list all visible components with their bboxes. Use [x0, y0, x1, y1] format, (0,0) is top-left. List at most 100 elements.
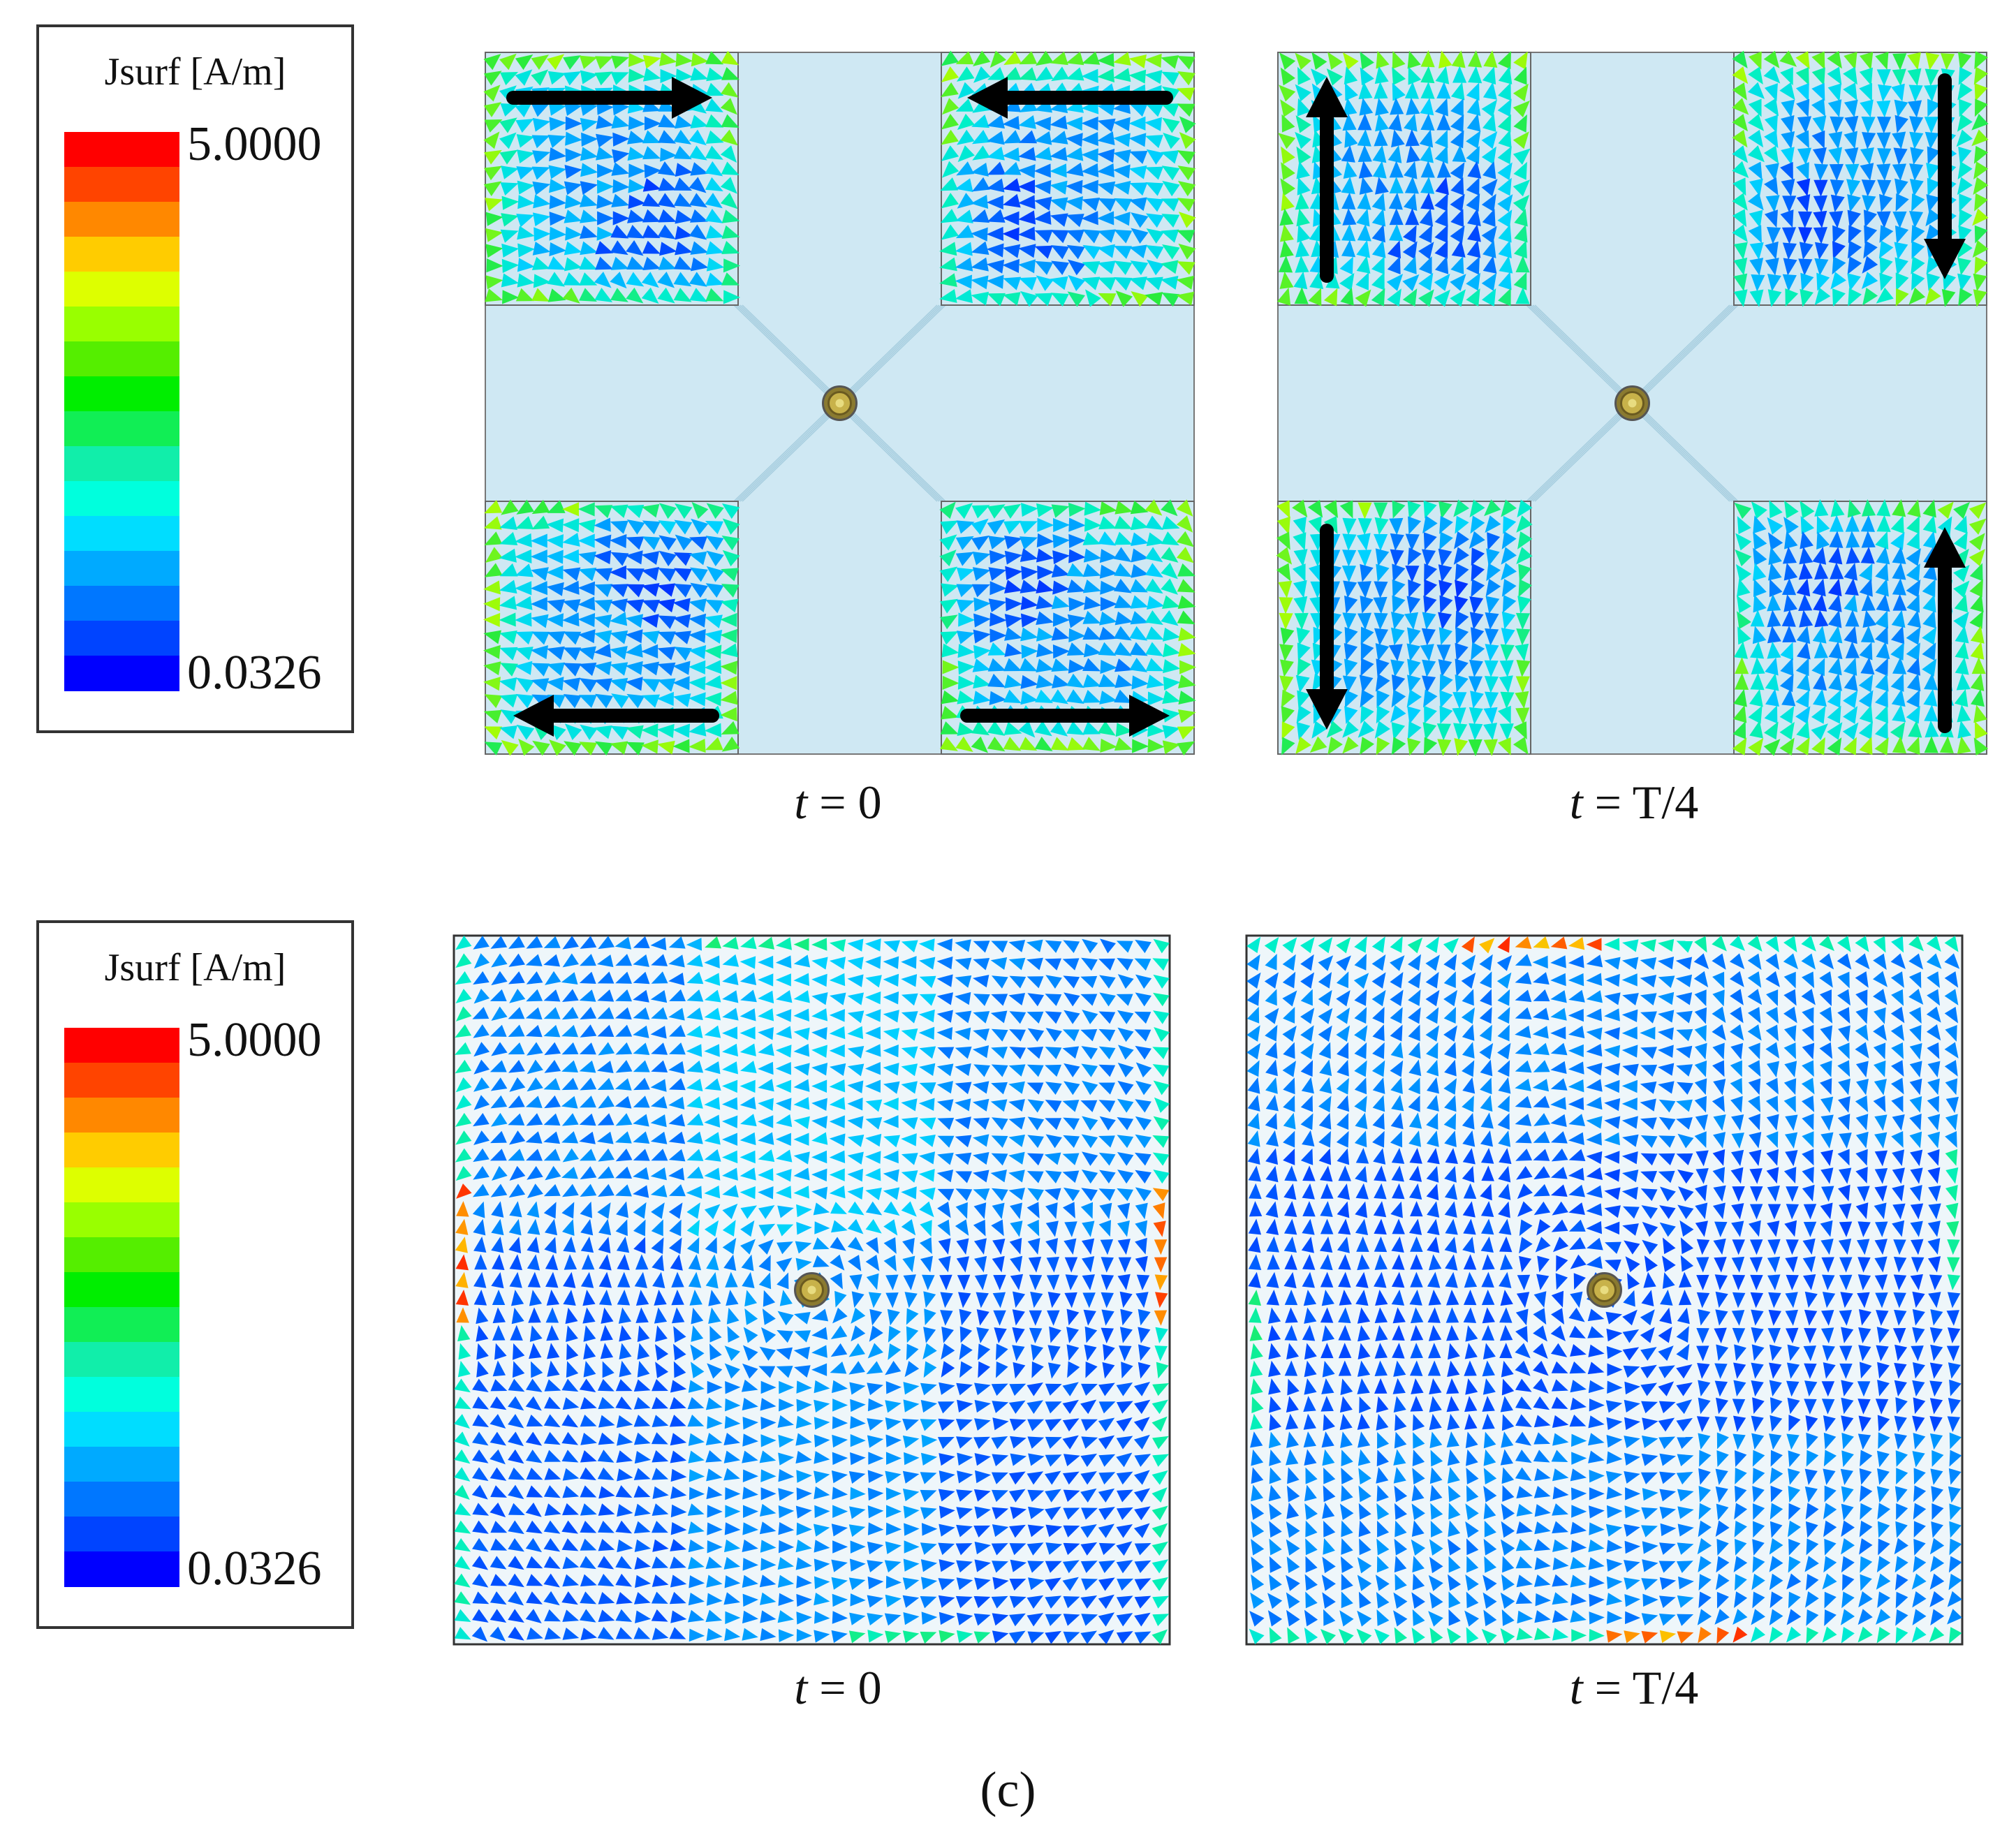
current-vector	[455, 1024, 472, 1038]
current-vector	[847, 1116, 864, 1129]
current-vector	[1486, 548, 1500, 567]
current-vector	[616, 1592, 633, 1605]
current-vector	[795, 1505, 812, 1519]
current-vector	[1698, 1626, 1712, 1644]
current-vector	[1112, 133, 1131, 147]
current-vector	[499, 149, 518, 165]
current-vector	[668, 1061, 685, 1074]
current-vector	[1374, 1254, 1388, 1270]
current-vector	[1462, 1024, 1475, 1041]
current-vector	[1375, 177, 1389, 195]
current-vector	[1861, 593, 1876, 612]
current-vector	[1265, 1113, 1278, 1130]
current-vector	[1050, 737, 1069, 751]
current-vector	[483, 661, 501, 676]
current-vector	[919, 1046, 936, 1059]
current-vector	[1161, 244, 1180, 260]
current-vector	[938, 1238, 951, 1255]
current-vector	[490, 936, 508, 949]
current-vector	[740, 1132, 756, 1146]
current-vector	[1318, 1008, 1333, 1024]
current-vector	[545, 1271, 559, 1288]
current-vector	[814, 1451, 830, 1464]
current-vector	[831, 1524, 848, 1537]
current-vector	[743, 1327, 758, 1343]
current-vector	[1374, 1271, 1387, 1288]
current-vector	[988, 536, 1007, 549]
current-vector	[1439, 515, 1453, 534]
current-vector	[796, 1399, 812, 1412]
current-vector	[561, 1183, 579, 1197]
current-vector	[472, 1503, 490, 1516]
current-vector	[986, 226, 1004, 242]
current-vector	[972, 975, 989, 988]
current-vector	[1958, 146, 1972, 165]
current-vector	[1763, 739, 1781, 756]
current-vector	[721, 209, 740, 223]
current-vector	[1097, 118, 1116, 133]
current-vector	[626, 224, 645, 239]
current-vector	[1425, 936, 1439, 953]
current-vector	[1892, 578, 1906, 596]
current-vector	[1534, 1610, 1551, 1623]
current-vector	[1177, 181, 1196, 197]
current-vector	[1128, 165, 1147, 179]
current-vector	[1360, 658, 1374, 677]
current-vector	[1450, 82, 1465, 101]
current-vector	[1027, 1561, 1045, 1573]
current-vector	[832, 1505, 848, 1518]
current-vector	[1428, 1290, 1441, 1306]
current-vector	[1769, 579, 1783, 598]
current-vector	[1515, 1131, 1532, 1144]
current-vector	[1695, 1150, 1709, 1167]
current-vector	[883, 956, 899, 969]
current-vector	[1429, 1431, 1443, 1449]
current-vector	[490, 1485, 508, 1498]
current-vector	[642, 209, 661, 223]
current-vector	[919, 1201, 934, 1218]
feed-line	[1530, 402, 1633, 502]
current-vector	[1412, 1573, 1425, 1591]
current-vector	[1937, 516, 1952, 535]
current-vector	[1974, 256, 1988, 275]
current-vector	[668, 1008, 685, 1021]
current-vector	[1876, 211, 1891, 228]
current-vector	[580, 70, 598, 84]
current-vector	[955, 225, 974, 239]
current-vector	[1116, 1631, 1133, 1644]
current-vector	[1970, 594, 1984, 613]
current-vector	[1097, 131, 1115, 146]
current-vector	[1292, 563, 1306, 582]
current-vector	[1907, 52, 1921, 71]
current-vector	[1297, 98, 1311, 117]
current-vector	[1010, 1436, 1027, 1449]
current-vector	[1800, 501, 1815, 519]
current-vector	[1336, 1025, 1351, 1042]
current-vector	[1677, 1489, 1694, 1502]
current-vector	[1429, 1484, 1443, 1502]
current-vector	[563, 55, 581, 70]
current-vector	[1063, 940, 1080, 953]
current-vector	[705, 272, 724, 286]
current-vector	[1135, 1134, 1152, 1149]
current-vector	[902, 1470, 920, 1484]
current-vector	[534, 227, 551, 242]
current-vector	[704, 1078, 721, 1091]
current-vector	[673, 1343, 686, 1361]
current-vector	[515, 563, 534, 577]
current-vector	[455, 1237, 468, 1253]
current-vector	[1114, 689, 1133, 703]
current-vector	[1926, 163, 1940, 181]
current-vector	[1358, 1468, 1371, 1485]
current-vector	[901, 1186, 917, 1200]
current-vector	[1621, 1116, 1638, 1129]
current-vector	[1393, 1396, 1406, 1413]
current-vector	[1586, 1151, 1603, 1165]
current-vector	[1786, 1274, 1799, 1291]
current-vector	[1497, 989, 1510, 1006]
current-vector	[652, 1503, 669, 1516]
current-vector	[1045, 1614, 1062, 1626]
current-vector	[1861, 179, 1876, 197]
current-vector	[1501, 531, 1517, 549]
current-vector	[1766, 989, 1779, 1007]
